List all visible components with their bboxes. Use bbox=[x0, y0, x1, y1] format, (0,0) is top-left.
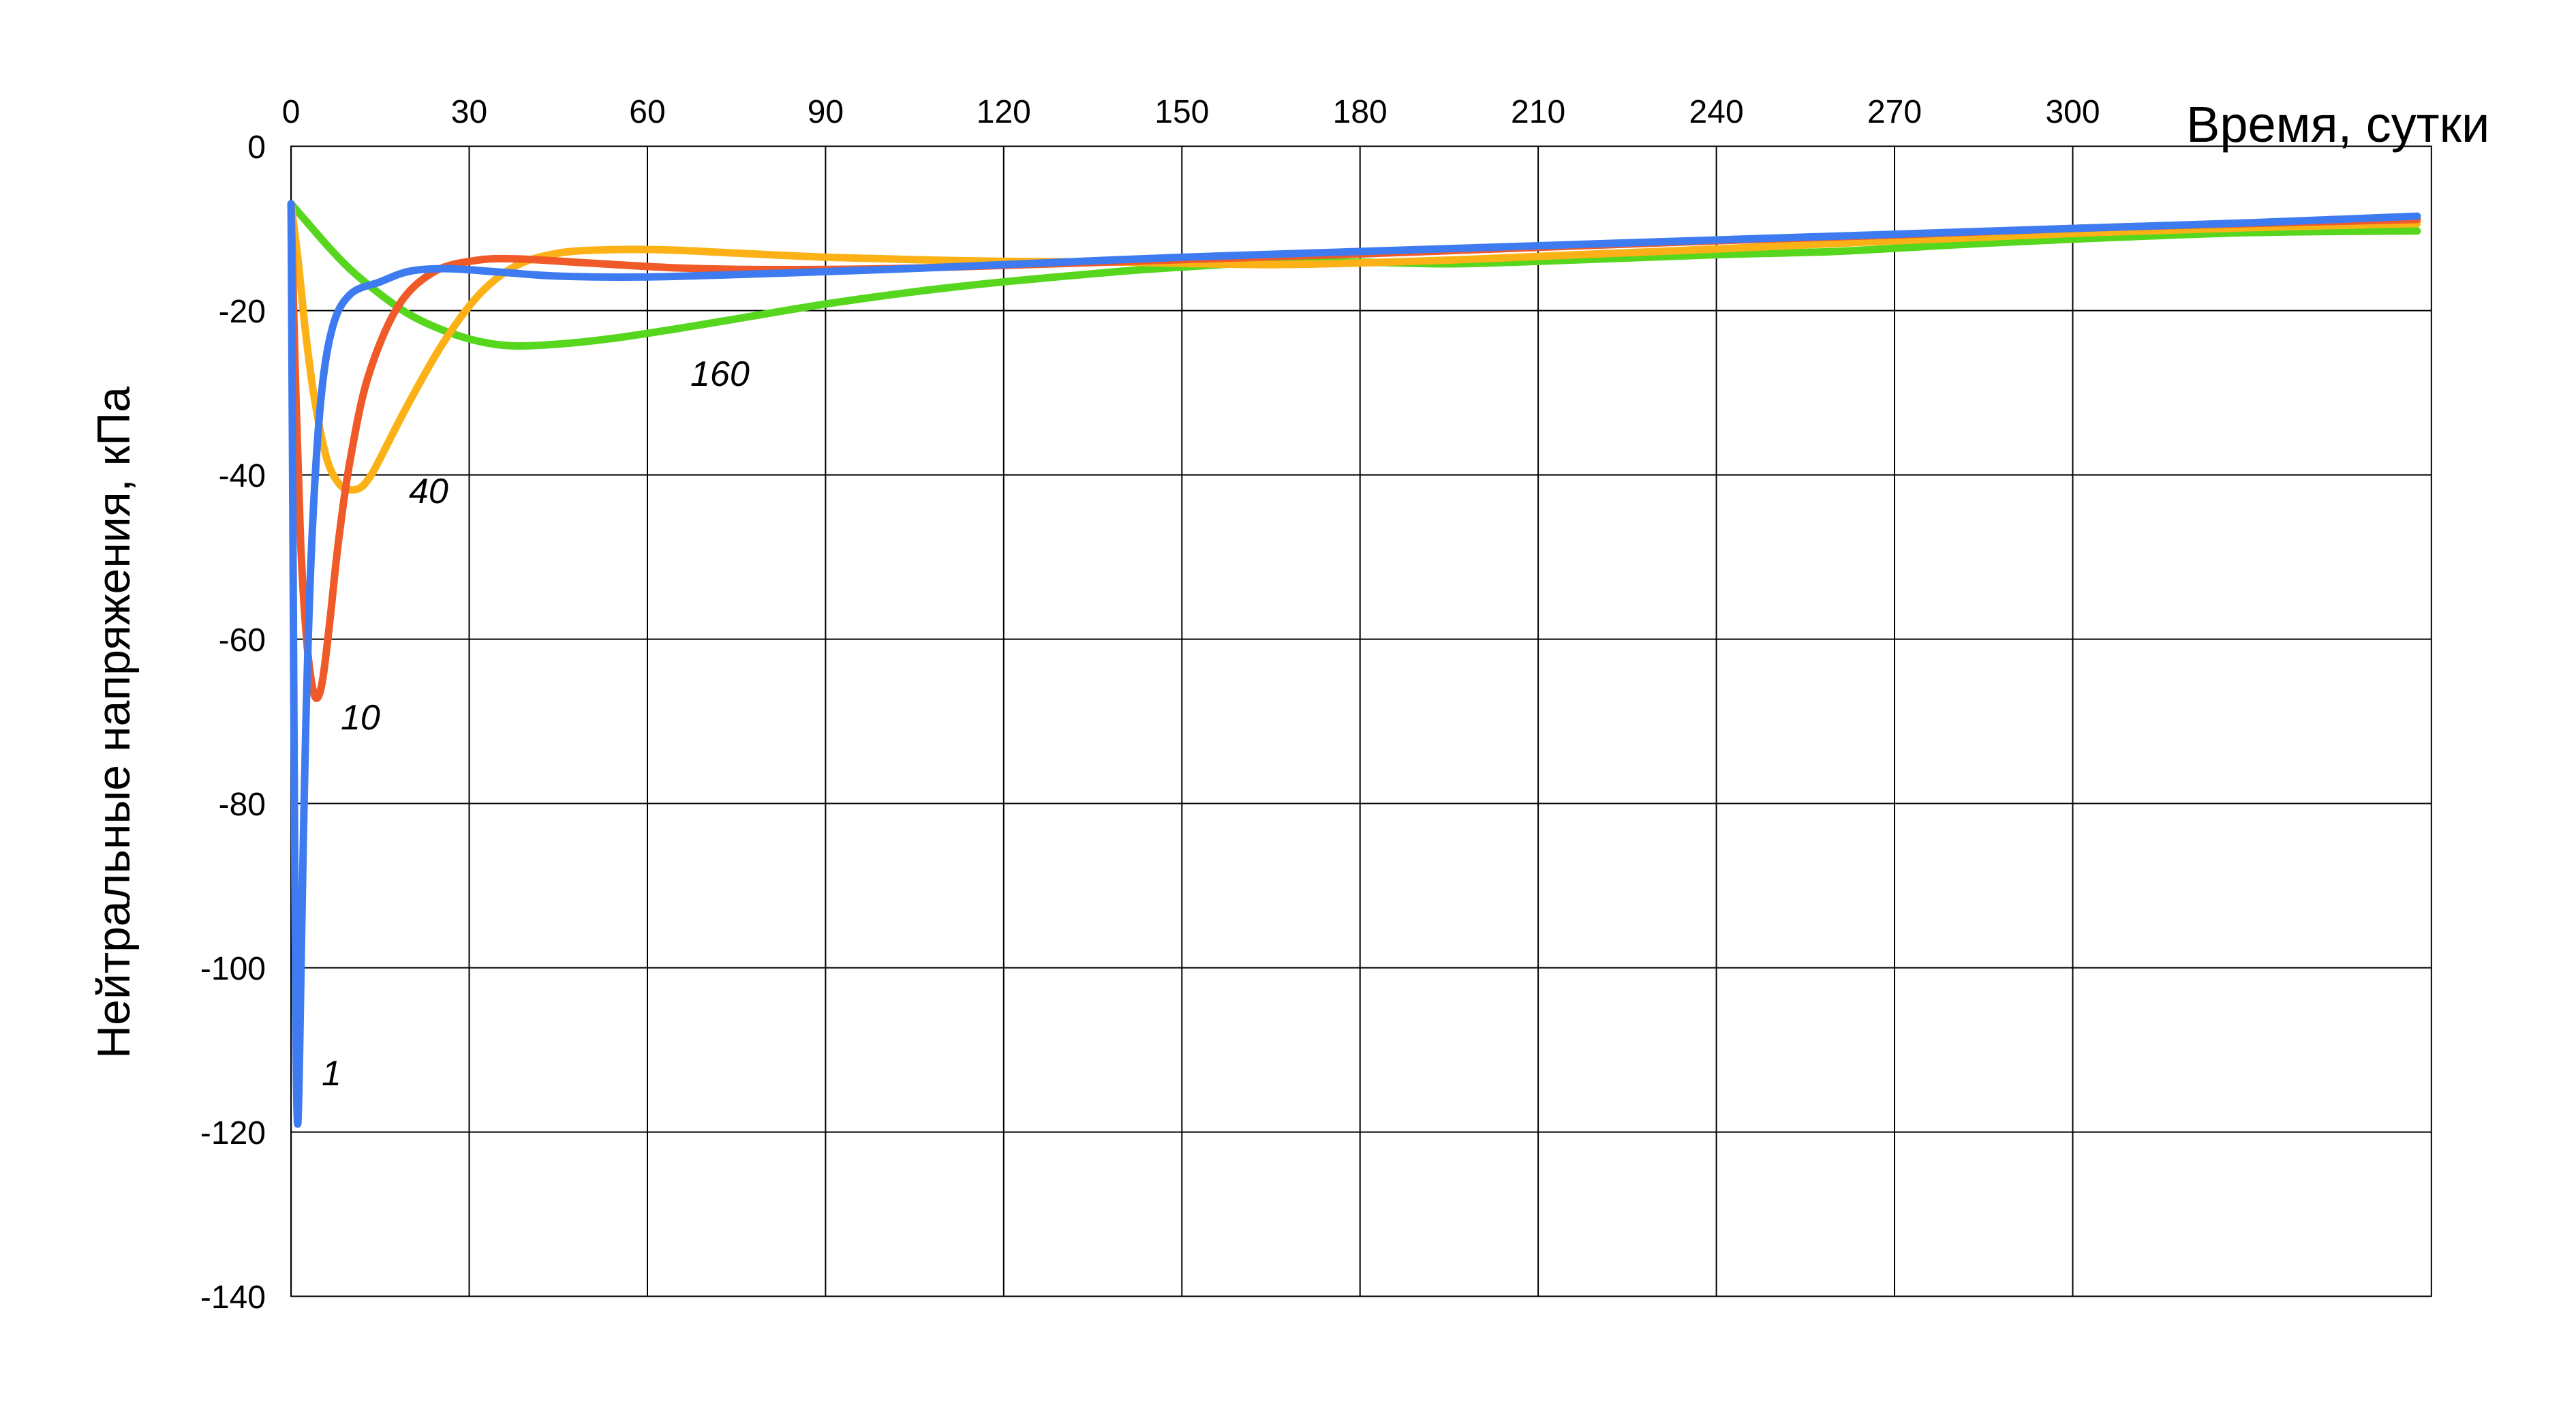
svg-text:210: 210 bbox=[1511, 94, 1565, 130]
svg-text:-80: -80 bbox=[219, 787, 266, 823]
svg-text:10: 10 bbox=[341, 698, 380, 738]
svg-text:40: 40 bbox=[409, 472, 448, 511]
svg-text:-140: -140 bbox=[200, 1280, 266, 1316]
svg-text:-40: -40 bbox=[219, 458, 266, 494]
svg-text:-120: -120 bbox=[200, 1115, 266, 1151]
svg-text:160: 160 bbox=[690, 354, 750, 394]
svg-text:1: 1 bbox=[322, 1054, 341, 1093]
svg-text:-100: -100 bbox=[200, 951, 266, 987]
svg-text:0: 0 bbox=[282, 94, 301, 130]
svg-text:Время, сутки: Время, сутки bbox=[2186, 96, 2489, 153]
svg-text:60: 60 bbox=[629, 94, 665, 130]
svg-text:270: 270 bbox=[1867, 94, 1922, 130]
svg-text:120: 120 bbox=[977, 94, 1031, 130]
svg-text:180: 180 bbox=[1333, 94, 1387, 130]
svg-text:-20: -20 bbox=[219, 294, 266, 330]
svg-text:150: 150 bbox=[1154, 94, 1209, 130]
svg-text:240: 240 bbox=[1689, 94, 1744, 130]
svg-text:30: 30 bbox=[451, 94, 487, 130]
svg-text:300: 300 bbox=[2045, 94, 2100, 130]
svg-text:90: 90 bbox=[808, 94, 844, 130]
svg-text:Нейтральные напряжения, кПа: Нейтральные напряжения, кПа bbox=[88, 387, 140, 1059]
svg-text:0: 0 bbox=[247, 130, 266, 166]
svg-text:-60: -60 bbox=[219, 622, 266, 659]
